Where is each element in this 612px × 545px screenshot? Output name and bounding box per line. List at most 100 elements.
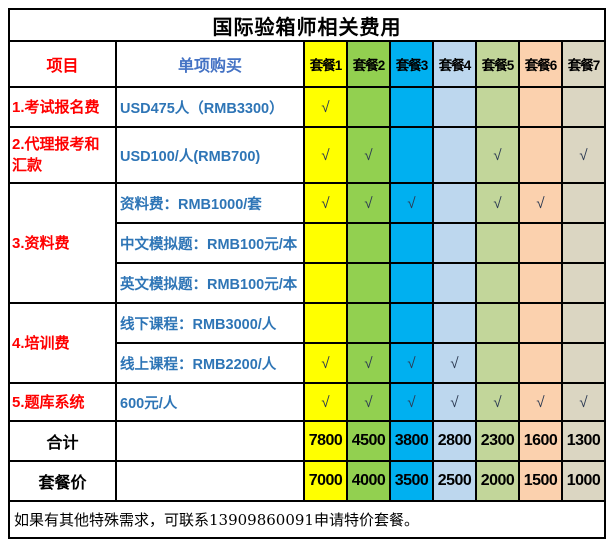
- check-cell: [561, 262, 606, 304]
- check-cell: √: [303, 86, 348, 128]
- check-cell: [561, 342, 606, 384]
- fee-desc: 600元/人: [115, 382, 305, 422]
- package-header: 套餐7: [561, 40, 606, 88]
- summary-value: 3800: [389, 420, 434, 462]
- package-header: 套餐6: [518, 40, 563, 88]
- check-cell: √: [518, 382, 563, 422]
- check-cell: √: [432, 342, 477, 384]
- check-cell: √: [346, 342, 391, 384]
- check-cell: √: [346, 182, 391, 224]
- check-cell: [561, 302, 606, 344]
- check-cell: [432, 222, 477, 264]
- check-cell: [518, 262, 563, 304]
- check-cell: [346, 302, 391, 344]
- fee-desc: 资料费：RMB1000/套: [115, 182, 305, 224]
- fee-desc: 中文模拟题：RMB100元/本: [115, 222, 305, 264]
- summary-value: 7800: [303, 420, 348, 462]
- summary-label: 套餐价: [8, 460, 117, 502]
- check-cell: √: [518, 182, 563, 224]
- check-cell: [303, 222, 348, 264]
- table-title: 国际验箱师相关费用: [8, 8, 606, 42]
- check-cell: [303, 302, 348, 344]
- check-cell: √: [389, 342, 434, 384]
- package-header: 套餐3: [389, 40, 434, 88]
- footer-note: 如果有其他特殊需求，可联系13909860091申请特价套餐。: [8, 500, 606, 539]
- check-cell: √: [303, 342, 348, 384]
- check-cell: [432, 182, 477, 224]
- check-cell: [389, 222, 434, 264]
- fee-item-label: 3.资料费: [8, 182, 117, 304]
- check-cell: √: [561, 382, 606, 422]
- check-cell: [432, 126, 477, 184]
- check-cell: [475, 302, 520, 344]
- package-header: 套餐5: [475, 40, 520, 88]
- check-cell: [432, 86, 477, 128]
- check-cell: [518, 126, 563, 184]
- check-cell: √: [303, 182, 348, 224]
- summary-value: 2300: [475, 420, 520, 462]
- check-cell: [475, 262, 520, 304]
- fee-item-label: 1.考试报名费: [8, 86, 117, 128]
- fee-desc: USD475人（RMB3300）: [115, 86, 305, 128]
- check-cell: √: [475, 182, 520, 224]
- check-cell: [561, 86, 606, 128]
- check-cell: [518, 342, 563, 384]
- fee-desc: 线下课程：RMB3000/人: [115, 302, 305, 344]
- check-cell: [346, 222, 391, 264]
- check-cell: [475, 86, 520, 128]
- check-cell: √: [303, 382, 348, 422]
- check-cell: [432, 302, 477, 344]
- summary-value: 4500: [346, 420, 391, 462]
- summary-value: 4000: [346, 460, 391, 502]
- check-cell: [561, 182, 606, 224]
- check-cell: [475, 222, 520, 264]
- check-cell: √: [389, 382, 434, 422]
- check-cell: √: [389, 182, 434, 224]
- column-header-item: 项目: [8, 40, 117, 88]
- summary-value: 2500: [432, 460, 477, 502]
- fee-item-label: 4.培训费: [8, 302, 117, 384]
- summary-value: 7000: [303, 460, 348, 502]
- check-cell: √: [561, 126, 606, 184]
- check-cell: [389, 302, 434, 344]
- check-cell: √: [346, 382, 391, 422]
- empty-cell: [115, 460, 305, 502]
- check-cell: [346, 86, 391, 128]
- check-cell: [518, 86, 563, 128]
- column-header-single-purchase: 单项购买: [115, 40, 305, 88]
- fee-item-label: 5.题库系统: [8, 382, 117, 422]
- package-header: 套餐1: [303, 40, 348, 88]
- check-cell: √: [475, 126, 520, 184]
- fee-desc: 英文模拟题：RMB100元/本: [115, 262, 305, 304]
- check-cell: [346, 262, 391, 304]
- check-cell: [475, 342, 520, 384]
- check-cell: [389, 86, 434, 128]
- summary-value: 2800: [432, 420, 477, 462]
- check-cell: [432, 262, 477, 304]
- check-cell: √: [432, 382, 477, 422]
- summary-value: 2000: [475, 460, 520, 502]
- fee-table: 国际验箱师相关费用 项目 单项购买 套餐1 套餐2 套餐3 套餐4 套餐5 套餐6 套餐7 1.考试…: [8, 8, 606, 539]
- fee-desc: 线上课程：RMB2200/人: [115, 342, 305, 384]
- fee-desc: USD100/人(RMB700): [115, 126, 305, 184]
- package-header: 套餐4: [432, 40, 477, 88]
- empty-cell: [115, 420, 305, 462]
- package-header: 套餐2: [346, 40, 391, 88]
- check-cell: [518, 302, 563, 344]
- fee-item-label: 2.代理报考和汇款: [8, 126, 117, 184]
- check-cell: √: [475, 382, 520, 422]
- summary-value: 1000: [561, 460, 606, 502]
- summary-value: 1300: [561, 420, 606, 462]
- summary-value: 1500: [518, 460, 563, 502]
- check-cell: [561, 222, 606, 264]
- summary-value: 1600: [518, 420, 563, 462]
- check-cell: √: [346, 126, 391, 184]
- check-cell: [389, 126, 434, 184]
- check-cell: [303, 262, 348, 304]
- summary-value: 3500: [389, 460, 434, 502]
- check-cell: √: [303, 126, 348, 184]
- check-cell: [518, 222, 563, 264]
- summary-label: 合计: [8, 420, 117, 462]
- check-cell: [389, 262, 434, 304]
